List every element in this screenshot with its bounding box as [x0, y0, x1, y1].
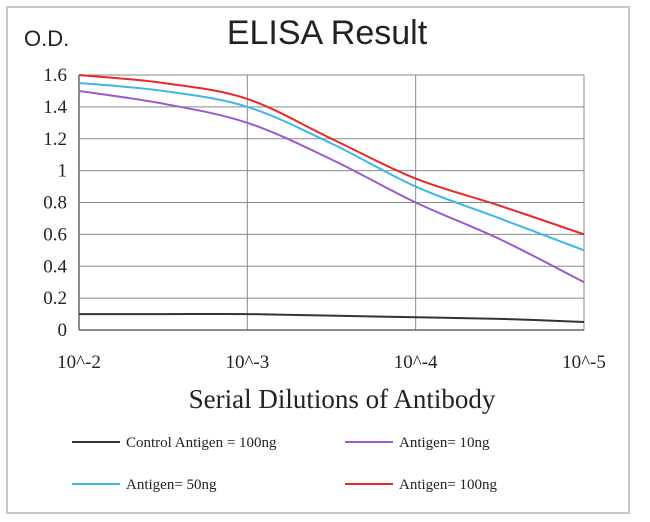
- y-axis-label: O.D.: [24, 26, 69, 51]
- y-tick-label: 0.2: [43, 288, 67, 309]
- series-lines: [78, 74, 585, 324]
- y-tick-label: 1.6: [43, 65, 67, 86]
- series-line-2: [78, 81, 585, 252]
- y-tick-label: 0.6: [43, 224, 67, 245]
- x-axis-label: Serial Dilutions of Antibody: [189, 384, 496, 414]
- series-line-0: [79, 312, 585, 324]
- legend-label: Control Antigen = 100ng: [126, 435, 277, 451]
- series-line-3: [78, 74, 585, 236]
- y-tick-label: 1.2: [43, 129, 67, 150]
- grid-lines: [78, 74, 585, 331]
- y-tick-label: 0.4: [43, 256, 67, 277]
- y-tick-label: 0.8: [43, 193, 67, 214]
- legend: Control Antigen = 100ng Antigen= 10ng Anti…: [72, 435, 498, 493]
- y-tick-labels: 1.6 1.4 1.2 1 0.8 0.6 0.4 0.2 0: [43, 65, 67, 341]
- chart-title: ELISA Result: [227, 14, 428, 52]
- x-tick-labels: 10^-2 10^-3 10^-4 10^-5: [57, 352, 606, 373]
- y-tick-label: 0: [58, 320, 68, 341]
- y-tick-label: 1.4: [43, 97, 67, 118]
- chart-frame: [6, 6, 630, 514]
- series-line-1: [78, 89, 585, 284]
- y-tick-label: 1: [58, 161, 68, 182]
- x-tick-label: 10^-3: [225, 352, 269, 373]
- x-tick-label: 10^-5: [562, 352, 606, 373]
- x-tick-label: 10^-4: [394, 352, 438, 373]
- x-tick-label: 10^-2: [57, 352, 101, 373]
- legend-label: Antigen= 50ng: [126, 477, 217, 493]
- legend-label: Antigen= 100ng: [399, 477, 498, 493]
- legend-label: Antigen= 10ng: [399, 435, 490, 451]
